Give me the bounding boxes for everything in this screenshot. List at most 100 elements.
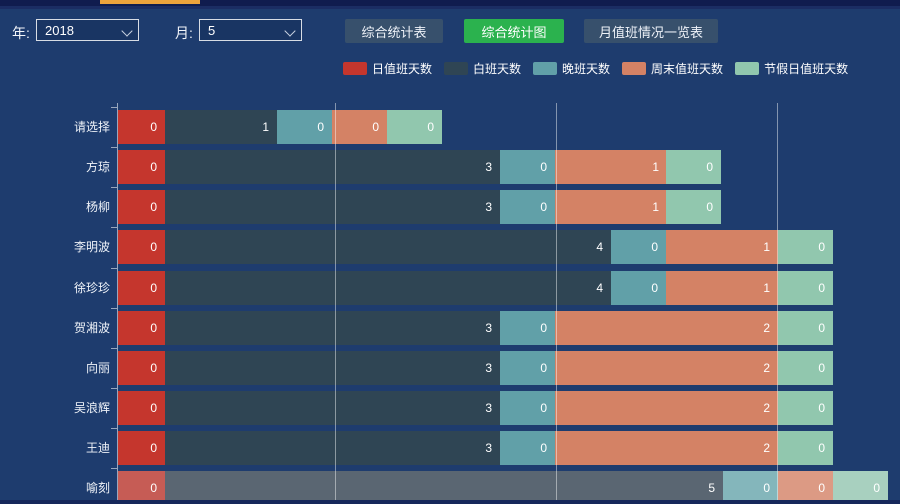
bar-segment-节假日值班天数[interactable]: 0 xyxy=(833,471,888,504)
bar-value-label: 0 xyxy=(706,200,713,214)
legend-item-2[interactable]: 晚班天数 xyxy=(533,60,610,77)
bar-segment-晚班天数[interactable]: 0 xyxy=(500,311,555,345)
bar-segment-周末值班天数[interactable]: 1 xyxy=(666,230,778,264)
y-axis-tick xyxy=(111,187,117,188)
bar-segment-日值班天数[interactable]: 0 xyxy=(118,190,165,224)
bar-value-label: 0 xyxy=(150,160,157,174)
bar-value-label: 4 xyxy=(596,281,603,295)
active-tab-indicator[interactable] xyxy=(100,0,200,4)
bar-value-label: 2 xyxy=(763,361,770,375)
legend-item-4[interactable]: 节假日值班天数 xyxy=(735,60,848,77)
bar-segment-晚班天数[interactable]: 0 xyxy=(611,271,666,305)
bar-segment-晚班天数[interactable]: 0 xyxy=(500,190,555,224)
x-gridline-0 xyxy=(335,103,336,504)
bar-segment-晚班天数[interactable]: 0 xyxy=(500,391,555,425)
bar-row-向丽: 向丽 0 3 0 2 0 xyxy=(0,351,900,385)
summary-table-button[interactable]: 综合统计表 xyxy=(345,19,443,43)
bar-segment-日值班天数[interactable]: 0 xyxy=(118,271,165,305)
bar-segment-周末值班天数[interactable]: 0 xyxy=(332,110,387,144)
bar-segment-日值班天数[interactable]: 0 xyxy=(118,471,165,504)
bar-segment-晚班天数[interactable]: 0 xyxy=(500,351,555,385)
y-axis-label: 王迪 xyxy=(85,441,110,455)
bar-value-label: 0 xyxy=(540,401,547,415)
y-axis-tick xyxy=(111,107,117,108)
month-select-value: 5 xyxy=(208,23,216,38)
bar-segment-白班天数[interactable]: 1 xyxy=(165,110,277,144)
bar-segment-白班天数[interactable]: 4 xyxy=(165,230,611,264)
bar-segment-晚班天数[interactable]: 0 xyxy=(277,110,332,144)
bar-segment-日值班天数[interactable]: 0 xyxy=(118,391,165,425)
bar-segment-白班天数[interactable]: 4 xyxy=(165,271,611,305)
bar-segment-周末值班天数[interactable]: 1 xyxy=(555,150,667,184)
bar-value-label: 0 xyxy=(706,160,713,174)
bar-value-label: 0 xyxy=(150,281,157,295)
bar-segment-白班天数[interactable]: 3 xyxy=(165,351,500,385)
year-select[interactable]: 2018 xyxy=(36,19,139,41)
bar-value-label: 3 xyxy=(485,441,492,455)
bar-segment-白班天数[interactable]: 3 xyxy=(165,150,500,184)
legend-label: 日值班天数 xyxy=(372,62,433,76)
bar-segment-晚班天数[interactable]: 0 xyxy=(611,230,666,264)
legend-label: 周末值班天数 xyxy=(651,62,724,76)
bar-segment-周末值班天数[interactable]: 2 xyxy=(555,391,778,425)
legend-swatch-icon xyxy=(735,62,760,75)
y-axis-tick xyxy=(111,308,117,309)
summary-chart-button[interactable]: 综合统计图 xyxy=(464,19,564,43)
bar-value-label: 0 xyxy=(818,281,825,295)
bar-value-label: 4 xyxy=(596,240,603,254)
bar-segment-日值班天数[interactable]: 0 xyxy=(118,110,165,144)
legend-item-0[interactable]: 日值班天数 xyxy=(343,60,432,77)
y-axis-tick xyxy=(111,468,117,469)
y-axis-label: 李明波 xyxy=(73,240,110,254)
bar-segment-周末值班天数[interactable]: 1 xyxy=(555,190,667,224)
bar-row-李明波: 李明波 0 4 0 1 0 xyxy=(0,230,900,264)
bar-segment-日值班天数[interactable]: 0 xyxy=(118,431,165,465)
bar-segment-节假日值班天数[interactable]: 0 xyxy=(387,110,442,144)
bar-segment-节假日值班天数[interactable]: 0 xyxy=(778,391,833,425)
monthly-duty-overview-button[interactable]: 月值班情况一览表 xyxy=(584,19,718,43)
bar-value-label: 0 xyxy=(651,281,658,295)
y-axis-label: 喻刻 xyxy=(85,481,110,495)
legend-item-1[interactable]: 白班天数 xyxy=(444,60,521,77)
bar-segment-白班天数[interactable]: 3 xyxy=(165,431,500,465)
bar-segment-日值班天数[interactable]: 0 xyxy=(118,351,165,385)
bar-value-label: 0 xyxy=(540,441,547,455)
bar-segment-周末值班天数[interactable]: 1 xyxy=(666,271,778,305)
bar-segment-节假日值班天数[interactable]: 0 xyxy=(666,150,721,184)
bar-segment-晚班天数[interactable]: 0 xyxy=(500,431,555,465)
bar-value-label: 2 xyxy=(763,441,770,455)
bar-segment-白班天数[interactable]: 3 xyxy=(165,190,500,224)
bar-segment-晚班天数[interactable]: 0 xyxy=(500,150,555,184)
bar-segment-节假日值班天数[interactable]: 0 xyxy=(666,190,721,224)
bar-segment-日值班天数[interactable]: 0 xyxy=(118,311,165,345)
bar-segment-白班天数[interactable]: 3 xyxy=(165,311,500,345)
bar-value-label: 0 xyxy=(317,120,324,134)
year-label: 年: xyxy=(12,25,30,41)
bar-segment-日值班天数[interactable]: 0 xyxy=(118,230,165,264)
y-axis-tick xyxy=(111,348,117,349)
bar-segment-白班天数[interactable]: 3 xyxy=(165,391,500,425)
bar-segment-节假日值班天数[interactable]: 0 xyxy=(778,431,833,465)
month-select[interactable]: 5 xyxy=(199,19,302,41)
bar-segment-周末值班天数[interactable]: 2 xyxy=(555,431,778,465)
bar-value-label: 3 xyxy=(485,361,492,375)
y-axis-label: 杨柳 xyxy=(85,200,110,214)
bar-value-label: 0 xyxy=(150,240,157,254)
legend-item-3[interactable]: 周末值班天数 xyxy=(622,60,723,77)
bar-value-label: 0 xyxy=(150,441,157,455)
bar-segment-白班天数[interactable]: 5 xyxy=(165,471,723,504)
bar-segment-晚班天数[interactable]: 0 xyxy=(723,471,778,504)
bar-segment-节假日值班天数[interactable]: 0 xyxy=(778,311,833,345)
bar-segment-周末值班天数[interactable]: 0 xyxy=(778,471,833,504)
y-axis-label: 方琼 xyxy=(85,160,110,174)
bar-segment-周末值班天数[interactable]: 2 xyxy=(555,311,778,345)
bottom-window-strip xyxy=(0,500,900,504)
bar-segment-节假日值班天数[interactable]: 0 xyxy=(778,351,833,385)
bar-row-贺湘波: 贺湘波 0 3 0 2 0 xyxy=(0,311,900,345)
bar-value-label: 0 xyxy=(372,120,379,134)
bar-segment-周末值班天数[interactable]: 2 xyxy=(555,351,778,385)
bar-value-label: 0 xyxy=(873,481,880,495)
bar-segment-节假日值班天数[interactable]: 0 xyxy=(778,230,833,264)
bar-segment-日值班天数[interactable]: 0 xyxy=(118,150,165,184)
bar-segment-节假日值班天数[interactable]: 0 xyxy=(778,271,833,305)
